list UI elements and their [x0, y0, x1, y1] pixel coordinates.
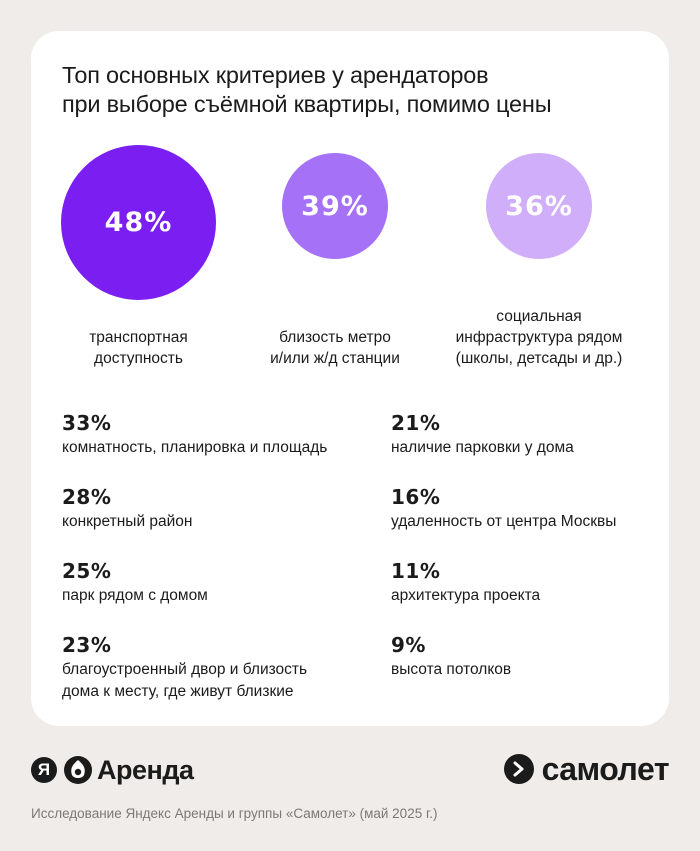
bubble-metro: 39% — [282, 153, 388, 259]
label-line: благоустроенный двор и близость — [62, 661, 308, 678]
stat-value: 33% — [62, 411, 112, 435]
stat-label: благоустроенный двор и близость дома к м… — [62, 659, 362, 703]
stat-label: конкретный район — [62, 511, 362, 533]
label-line: и/или ж/д станции — [270, 350, 400, 367]
stat-rooms: 33% комнатность, планировка и площадь — [62, 411, 362, 459]
yandex-logo-icon: Я — [31, 757, 57, 783]
label-line: архитектура проекта — [391, 587, 541, 604]
stat-label: высота потолков — [391, 659, 691, 681]
stat-value: 21% — [391, 411, 441, 435]
stat-value: 16% — [391, 485, 441, 509]
page-title: Топ основных критериев у арендаторов при… — [62, 61, 622, 119]
stat-parking: 21% наличие парковки у дома — [391, 411, 691, 459]
label-line: удаленность от центра Москвы — [391, 513, 617, 530]
label-line: комнатность, планировка и площадь — [62, 439, 328, 456]
bubble-label-transport: транспортная доступность — [51, 327, 226, 369]
label-line: инфраструктура рядом — [455, 329, 623, 346]
label-line: доступность — [94, 350, 183, 367]
label-line: конкретный район — [62, 513, 193, 530]
label-line: высота потолков — [391, 661, 512, 678]
stat-label: комнатность, планировка и площадь — [62, 437, 362, 459]
stat-center-distance: 16% удаленность от центра Москвы — [391, 485, 691, 533]
label-line: транспортная — [89, 329, 188, 346]
stat-value: 28% — [62, 485, 112, 509]
samolet-arrow-icon — [503, 754, 534, 784]
stat-label: удаленность от центра Москвы — [391, 511, 691, 533]
bubble-infrastructure: 36% — [486, 153, 592, 259]
stat-value: 9% — [391, 633, 426, 657]
label-line: близость метро — [279, 329, 391, 346]
yandex-arenda-logo: Я Аренда — [31, 752, 194, 788]
title-line-2: при выборе съёмной квартиры, помимо цены — [62, 91, 552, 117]
samolet-wordmark: самолет — [541, 750, 670, 787]
label-line: социальная — [496, 308, 582, 325]
bubble-label-infrastructure: социальная инфраструктура рядом (школы, … — [439, 306, 639, 369]
stat-ceiling-height: 9% высота потолков — [391, 633, 691, 681]
label-line: парк рядом с домом — [62, 587, 208, 604]
stat-value: 23% — [62, 633, 112, 657]
label-line: дома к месту, где живут близкие — [62, 683, 294, 700]
source-note: Исследование Яндекс Аренды и группы «Сам… — [31, 806, 438, 821]
label-line: наличие парковки у дома — [391, 439, 574, 456]
label-line: (школы, детсады и др.) — [455, 350, 623, 367]
bubble-transport: 48% — [61, 145, 216, 300]
stat-label: парк рядом с домом — [62, 585, 362, 607]
stat-park: 25% парк рядом с домом — [62, 559, 362, 607]
stat-district: 28% конкретный район — [62, 485, 362, 533]
stat-value: 25% — [62, 559, 112, 583]
arenda-wordmark: Аренда — [97, 754, 194, 785]
stat-value: 11% — [391, 559, 441, 583]
stat-architecture: 11% архитектура проекта — [391, 559, 691, 607]
card: Топ основных критериев у арендаторов при… — [31, 31, 669, 726]
bubble-label-metro: близость метро и/или ж/д станции — [252, 327, 418, 369]
bubble-value: 39% — [301, 190, 369, 222]
stat-label: архитектура проекта — [391, 585, 691, 607]
samolet-logo: самолет — [503, 750, 670, 788]
bubble-value: 36% — [505, 190, 573, 222]
stat-label: наличие парковки у дома — [391, 437, 691, 459]
arenda-house-icon — [64, 756, 92, 784]
bubble-value: 48% — [104, 207, 173, 238]
stat-yard: 23% благоустроенный двор и близость дома… — [62, 633, 362, 703]
title-line-1: Топ основных критериев у арендаторов — [62, 62, 489, 88]
